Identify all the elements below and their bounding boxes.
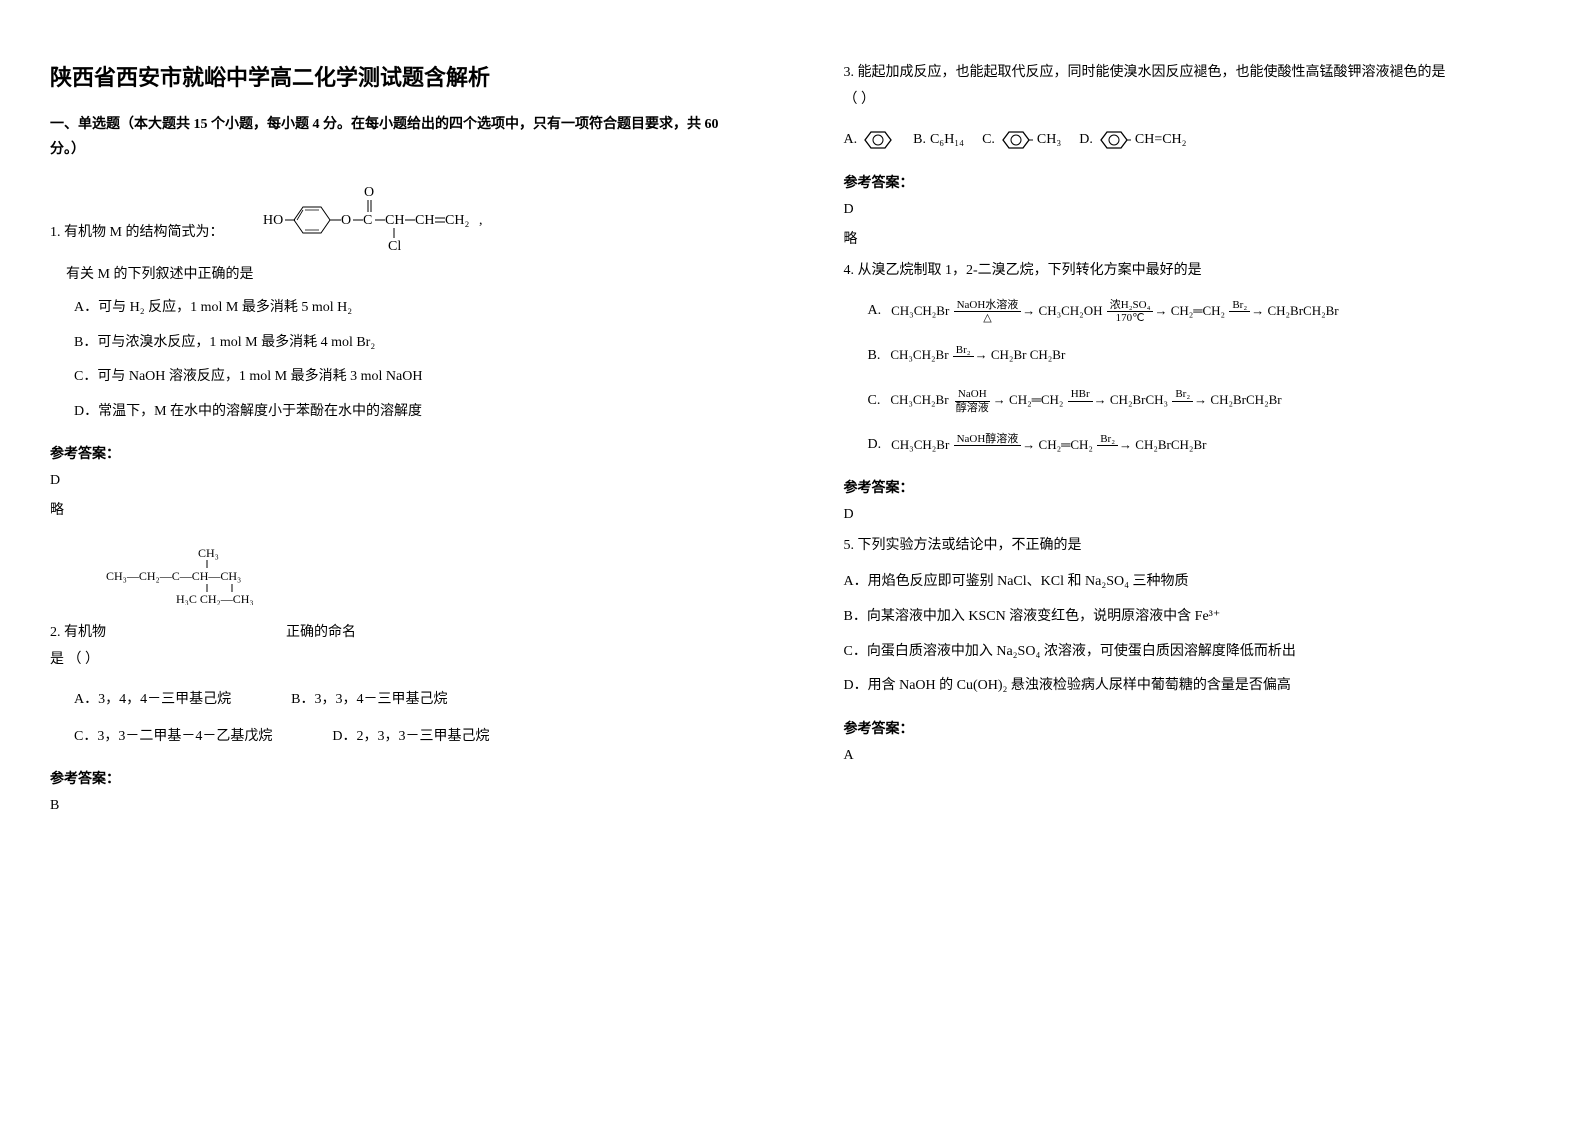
svg-text:CH₂: CH₂ bbox=[445, 213, 469, 228]
q1-structure-formula: HO O C O CH bbox=[263, 182, 503, 252]
q5-answer: A bbox=[844, 748, 1538, 764]
q4-answer-label: 参考答案： bbox=[844, 477, 1538, 497]
section-header: 一、单选题（本大题共 15 个小题，每小题 4 分。在每小题给出的四个选项中，只… bbox=[50, 112, 744, 162]
svg-text:CH: CH bbox=[415, 213, 434, 228]
svg-text:H₃C CH₂―CH₃: H₃C CH₂―CH₃ bbox=[176, 592, 254, 605]
q4-answer: D bbox=[844, 507, 1538, 523]
q4-option-d: D. CH₃CH₂Br NaOH醇溶液 → CH₂═CH₂ Br₂ → CH₂B… bbox=[868, 432, 1538, 459]
svg-text:Cl: Cl bbox=[388, 239, 401, 252]
q2-option-row-1: A．3，4，4－三甲基己烷 B．3，3，4－三甲基己烷 bbox=[50, 687, 744, 714]
svg-text:CH₃: CH₃ bbox=[198, 546, 219, 560]
q4-labela: A. bbox=[868, 298, 882, 325]
svg-text:CH₃―CH₂―C―CH―CH₃: CH₃―CH₂―C―CH―CH₃ bbox=[106, 569, 241, 583]
q2-option-row-2: C．3，3－二甲基－4－乙基戊烷 D．2，3，3－三甲基己烷 bbox=[50, 724, 744, 751]
q1-stem: 1. 有机物 M 的结构简式为： bbox=[50, 220, 223, 253]
q3-option-c: C. CH₃ bbox=[982, 127, 1061, 154]
q2-option-a: A．3，4，4－三甲基己烷 bbox=[74, 687, 231, 714]
q3-options: A. B. C₆H₁₄ C. bbox=[844, 127, 1538, 154]
q1-options: A．可与 H₂ 反应，1 mol M 最多消耗 5 mol H₂ B．可与浓溴水… bbox=[50, 295, 744, 425]
document-title: 陕西省西安市就峪中学高二化学测试题含解析 bbox=[50, 60, 744, 92]
q4-stem: 4. 从溴乙烷制取 1，2-二溴乙烷，下列转化方案中最好的是 bbox=[844, 258, 1538, 285]
q5-option-d: D．用含 NaOH 的 Cu(OH)₂ 悬浊液检验病人尿样中葡萄糖的含量是否偏高 bbox=[844, 673, 1538, 700]
q4-eq-b: CH₃CH₂Br Br₂ → CH₂Br CH₂Br bbox=[890, 343, 1065, 369]
q3-paren: （ ） bbox=[844, 87, 1538, 114]
q5-stem: 5. 下列实验方法或结论中，不正确的是 bbox=[844, 533, 1538, 560]
left-column: 陕西省西安市就峪中学高二化学测试题含解析 一、单选题（本大题共 15 个小题，每… bbox=[0, 0, 794, 1122]
q2-options: A．3，4，4－三甲基己烷 B．3，3，4－三甲基己烷 C．3，3－二甲基－4－… bbox=[50, 687, 744, 750]
q5-option-a: A．用焰色反应即可鉴别 NaCl、KCl 和 Na₂SO₄ 三种物质 bbox=[844, 569, 1538, 596]
question-4: 4. 从溴乙烷制取 1，2-二溴乙烷，下列转化方案中最好的是 A. CH₃CH₂… bbox=[844, 258, 1538, 459]
q1-note: 略 bbox=[50, 499, 744, 519]
q5-option-b: B．向某溶液中加入 KSCN 溶液变红色，说明原溶液中含 Fe³⁺ bbox=[844, 604, 1538, 631]
q1-stem-row: 1. 有机物 M 的结构简式为： HO O C bbox=[50, 182, 744, 252]
q3-optc-text: CH₃ bbox=[1037, 127, 1061, 154]
q5-option-c: C．向蛋白质溶液中加入 Na₂SO₄ 浓溶液，可使蛋白质因溶解度降低而析出 bbox=[844, 639, 1538, 666]
q2-stem-prefix: 2. 有机物 bbox=[50, 620, 106, 647]
q1-answer: D bbox=[50, 473, 744, 489]
q2-stem-suffix: 正确的命名 bbox=[286, 620, 356, 647]
page-container: 陕西省西安市就峪中学高二化学测试题含解析 一、单选题（本大题共 15 个小题，每… bbox=[0, 0, 1587, 1122]
svg-text:,: , bbox=[479, 213, 483, 228]
q3-optb-label: B. bbox=[913, 127, 926, 154]
q3-optb-text: C₆H₁₄ bbox=[930, 127, 964, 154]
q4-option-c: C. CH₃CH₂Br NaOH醇溶液→ CH₂═CH₂ HBr → CH₂Br… bbox=[868, 388, 1538, 415]
svg-text:C: C bbox=[363, 213, 372, 228]
q2-stem-row: 2. 有机物 正确的命名 bbox=[50, 620, 744, 647]
q4-option-a: A. CH₃CH₂Br NaOH水溶液△→ CH₃CH₂OH 浓H₂SO₄170… bbox=[868, 298, 1538, 325]
q2-structure-formula: CH₃ CH₃―CH₂―C―CH―CH₃ H₃C CH₂―CH₃ bbox=[50, 545, 744, 616]
q4-eq-c: CH₃CH₂Br NaOH醇溶液→ CH₂═CH₂ HBr → CH₂BrCH₃… bbox=[890, 388, 1281, 414]
q4-labelb: B. bbox=[868, 343, 881, 370]
q4-option-b: B. CH₃CH₂Br Br₂ → CH₂Br CH₂Br bbox=[868, 343, 1538, 370]
svg-text:HO: HO bbox=[263, 213, 283, 228]
q4-labeld: D. bbox=[868, 432, 882, 459]
q1-answer-label: 参考答案： bbox=[50, 443, 744, 463]
q2-answer-label: 参考答案： bbox=[50, 768, 744, 788]
q4-eq-a: CH₃CH₂Br NaOH水溶液△→ CH₃CH₂OH 浓H₂SO₄170℃→ … bbox=[891, 299, 1339, 325]
q1-option-a: A．可与 H₂ 反应，1 mol M 最多消耗 5 mol H₂ bbox=[74, 295, 744, 322]
q3-note: 略 bbox=[844, 228, 1538, 248]
benzene-icon bbox=[1097, 128, 1131, 152]
q3-option-d: D. CH=CH₂ bbox=[1079, 127, 1186, 154]
q1-substem: 有关 M 的下列叙述中正确的是 bbox=[50, 262, 744, 289]
benzene-icon bbox=[999, 128, 1033, 152]
q1-option-c: C．可与 NaOH 溶液反应，1 mol M 最多消耗 3 mol NaOH bbox=[74, 364, 744, 391]
svg-text:O: O bbox=[341, 213, 351, 228]
q2-option-d: D．2，3，3－三甲基己烷 bbox=[332, 724, 489, 751]
q1-option-d: D．常温下，M 在水中的溶解度小于苯酚在水中的溶解度 bbox=[74, 399, 744, 426]
right-column: 3. 能起加成反应，也能起取代反应，同时能使溴水因反应褪色，也能使酸性高锰酸钾溶… bbox=[794, 0, 1587, 1122]
q3-optd-label: D. bbox=[1079, 127, 1093, 154]
q3-option-a: A. bbox=[844, 127, 896, 154]
svg-text:CH: CH bbox=[385, 213, 404, 228]
q3-answer: D bbox=[844, 202, 1538, 218]
q3-opta-label: A. bbox=[844, 127, 858, 154]
q2-answer: B bbox=[50, 798, 744, 814]
svg-text:O: O bbox=[364, 185, 374, 200]
q2-stem-line2: 是 （ ） bbox=[50, 647, 744, 674]
q3-optd-text: CH=CH₂ bbox=[1135, 127, 1187, 154]
q5-answer-label: 参考答案： bbox=[844, 718, 1538, 738]
q2-option-b: B．3，3，4－三甲基己烷 bbox=[291, 687, 447, 714]
question-3: 3. 能起加成反应，也能起取代反应，同时能使溴水因反应褪色，也能使酸性高锰酸钾溶… bbox=[844, 60, 1538, 154]
question-1: 1. 有机物 M 的结构简式为： HO O C bbox=[50, 182, 744, 425]
question-2: CH₃ CH₃―CH₂―C―CH―CH₃ H₃C CH₂―CH₃ 2. 有机物 … bbox=[50, 545, 744, 750]
q3-option-b: B. C₆H₁₄ bbox=[913, 127, 964, 154]
q3-optc-label: C. bbox=[982, 127, 995, 154]
benzene-icon bbox=[861, 128, 895, 152]
q3-stem: 3. 能起加成反应，也能起取代反应，同时能使溴水因反应褪色，也能使酸性高锰酸钾溶… bbox=[844, 60, 1538, 87]
q4-eq-d: CH₃CH₂Br NaOH醇溶液 → CH₂═CH₂ Br₂ → CH₂BrCH… bbox=[891, 433, 1206, 459]
q2-option-c: C．3，3－二甲基－4－乙基戊烷 bbox=[74, 724, 272, 751]
question-5: 5. 下列实验方法或结论中，不正确的是 A．用焰色反应即可鉴别 NaCl、KCl… bbox=[844, 533, 1538, 700]
q3-answer-label: 参考答案： bbox=[844, 172, 1538, 192]
q1-option-b: B．可与浓溴水反应，1 mol M 最多消耗 4 mol Br₂ bbox=[74, 330, 744, 357]
q4-labelc: C. bbox=[868, 388, 881, 415]
